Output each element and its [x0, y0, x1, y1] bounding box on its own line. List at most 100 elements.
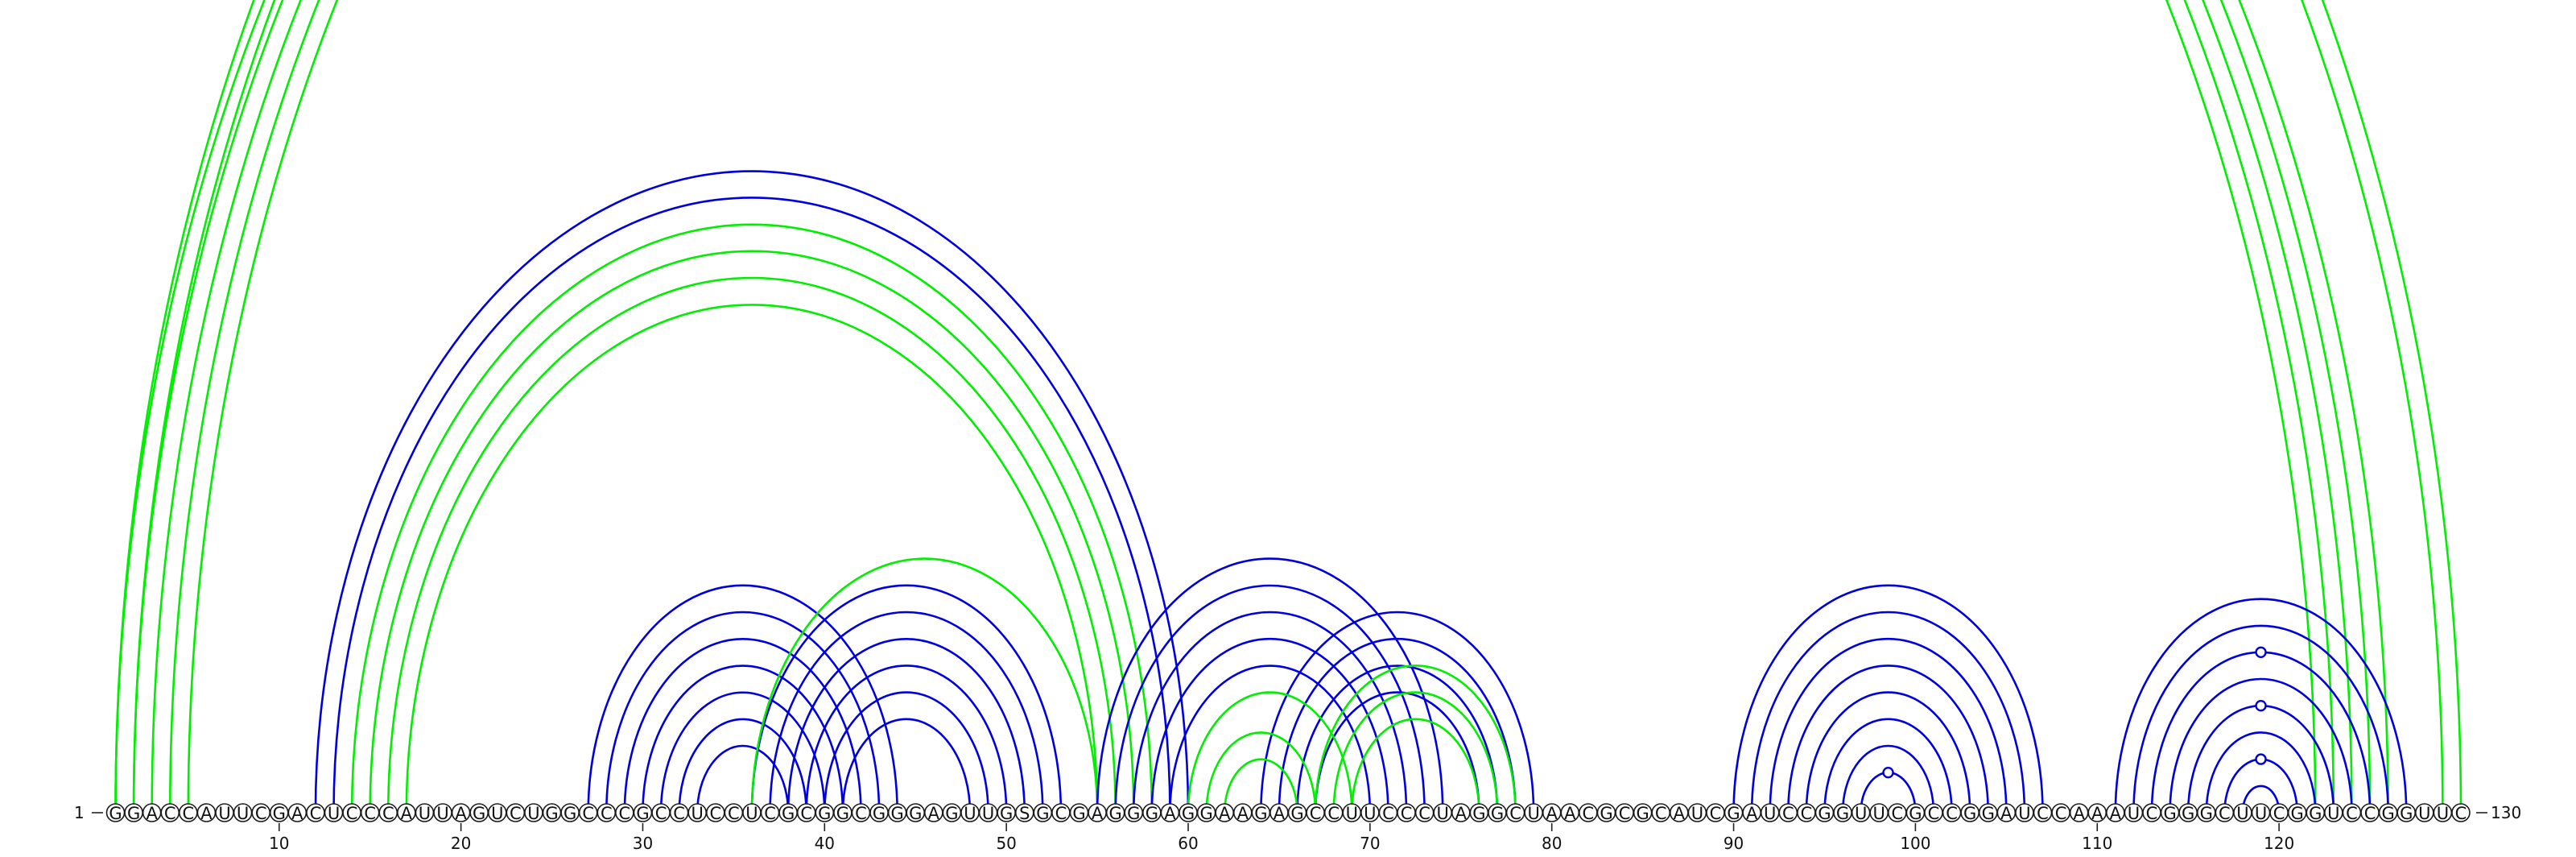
nucleotide-letter: C — [2037, 804, 2049, 823]
nucleotide-letter: A — [2073, 804, 2085, 823]
nucleotide-letter: G — [1636, 804, 1649, 823]
nucleotide-letter: C — [1418, 804, 1430, 823]
nucleotide-letter: C — [1782, 804, 1794, 823]
nucleotide-letter: U — [1346, 804, 1358, 823]
nucleotide-letter: G — [891, 804, 904, 823]
end-label: 130 — [2491, 803, 2521, 822]
markers-layer — [1882, 646, 2267, 779]
nucleotide-letter: C — [855, 804, 867, 823]
base-pair-arc-36-53 — [750, 585, 1063, 814]
nucleotide-letter: G — [818, 804, 831, 823]
arc-marker-circle — [2255, 753, 2267, 765]
base-pair-arc-60-69 — [1187, 692, 1353, 814]
nucleotide-letter: U — [2255, 804, 2267, 823]
nucleotide-letter: C — [346, 804, 358, 823]
base-pair-arc-116-122 — [2205, 731, 2317, 814]
nucleotide-letter: C — [1619, 804, 1631, 823]
base-pair-arc-93-104 — [1788, 665, 1988, 813]
nucleotide-letter: G — [1072, 804, 1085, 823]
nucleotide-letter: U — [2018, 804, 2030, 823]
nucleotide-letter: G — [2182, 804, 2194, 823]
nucleotide-letter: G — [782, 804, 795, 823]
base-pair-arc-39-50 — [805, 664, 1008, 814]
nucleotide-letter: C — [2219, 804, 2231, 823]
nucleotide-letter: A — [1546, 804, 1558, 823]
nucleotide-letter: U — [1527, 804, 1539, 823]
base-pair-arc-5-126 — [187, 0, 2389, 814]
position-tick-label: 30 — [633, 834, 653, 853]
nucleotide-letter: U — [745, 804, 758, 823]
arcs-layer — [114, 0, 2462, 814]
base-pair-arc-16-56 — [386, 276, 1117, 814]
base-pair-arc-1-122 — [114, 0, 2317, 814]
nucleotide-letter: C — [1710, 804, 1722, 823]
position-tick-label: 70 — [1360, 834, 1380, 853]
nucleotide-letter: U — [419, 804, 431, 823]
nucleotide-letter: U — [328, 804, 340, 823]
nucleotide-letter: C — [582, 804, 594, 823]
nucleotide-letter: G — [545, 804, 558, 823]
nucleotide-letter: G — [109, 804, 122, 823]
base-pair-arc-58-71 — [1150, 637, 1389, 814]
nucleotide-letter: U — [2418, 804, 2430, 823]
nucleotide-letter: A — [401, 804, 413, 823]
position-tick-label: 60 — [1178, 834, 1198, 853]
nucleotide-letter: C — [2273, 804, 2285, 823]
base-pair-arc-57-72 — [1132, 611, 1408, 814]
nucleotide-letter: A — [1274, 804, 1286, 823]
nucleotide-letter: C — [510, 804, 522, 823]
nucleotide-letter: U — [691, 804, 704, 823]
nucleotide-letter: G — [636, 804, 649, 823]
arc-marker-circle — [2255, 646, 2267, 659]
nucleotide-letter: G — [1909, 804, 1922, 823]
nucleotide-letter: G — [1254, 804, 1267, 823]
nucleotide-letter: C — [1327, 804, 1340, 823]
nucleotide-letter: C — [2146, 804, 2158, 823]
nucleotide-letter: G — [1963, 804, 1976, 823]
nucleotide-letter: A — [1455, 804, 1468, 823]
nucleotide-letter: G — [2381, 804, 2394, 823]
base-pair-arc-30-41 — [642, 664, 844, 814]
nucleotide-letter: A — [455, 804, 467, 823]
base-pair-arc-15-57 — [369, 250, 1135, 814]
base-pair-arc-65-78 — [1278, 637, 1517, 814]
base-pair-arc-36-55 — [750, 557, 1099, 814]
nucleotide-letter: G — [1836, 804, 1849, 823]
nucleotide-letter: A — [928, 804, 940, 823]
nucleotide-letter: U — [237, 804, 249, 823]
base-pair-arc-91-106 — [1750, 611, 2026, 814]
nucleotide-letter: G — [873, 804, 886, 823]
base-pair-arc-68-77 — [1332, 691, 1499, 814]
nucleotide-letter: C — [1946, 804, 1958, 823]
nucleotide-letter: C — [764, 804, 776, 823]
ticks-layer: 10 20 30 40 50 60 70 80 90 100 110 120 — [269, 823, 2294, 853]
nucleotide-letter: C — [1891, 804, 1903, 823]
nucleotide-letter: C — [364, 804, 376, 823]
nucleotide-letter: A — [291, 804, 303, 823]
nucleotide-letter: A — [2000, 804, 2013, 823]
base-pair-arc-67-76 — [1314, 691, 1480, 814]
nucleotide-letter: U — [1873, 804, 1885, 823]
nucleotide-letter: C — [255, 804, 267, 823]
nucleotide-letter: C — [1801, 804, 1813, 823]
base-pair-arc-66-77 — [1296, 665, 1499, 814]
nucleotide-letter: C — [655, 804, 667, 823]
base-pair-arc-41-48 — [843, 719, 970, 813]
base-pair-arc-114-124 — [2169, 677, 2353, 814]
nucleotide-letter: U — [1855, 804, 1867, 823]
nucleotide-letter: G — [945, 804, 958, 823]
base-pair-arc-118-120 — [2241, 785, 2281, 814]
nucleotide-letter: G — [1472, 804, 1485, 823]
base-pair-arc-38-51 — [786, 638, 1026, 814]
nucleotide-letter: U — [1691, 804, 1703, 823]
nucleotide-letter: C — [1655, 804, 1667, 823]
nucleotide-letter: G — [1290, 804, 1303, 823]
base-pair-arc-59-70 — [1169, 665, 1372, 814]
nucleotide-letter: C — [619, 804, 631, 823]
nucleotide-letter: U — [2437, 804, 2449, 823]
nucleotide-letter: A — [2091, 804, 2103, 823]
nucleotide-letter: U — [2236, 804, 2248, 823]
nucleotide-letter: C — [2346, 804, 2358, 823]
base-pair-arc-13-59 — [332, 197, 1171, 814]
nucleotide-letter: G — [1127, 804, 1140, 823]
